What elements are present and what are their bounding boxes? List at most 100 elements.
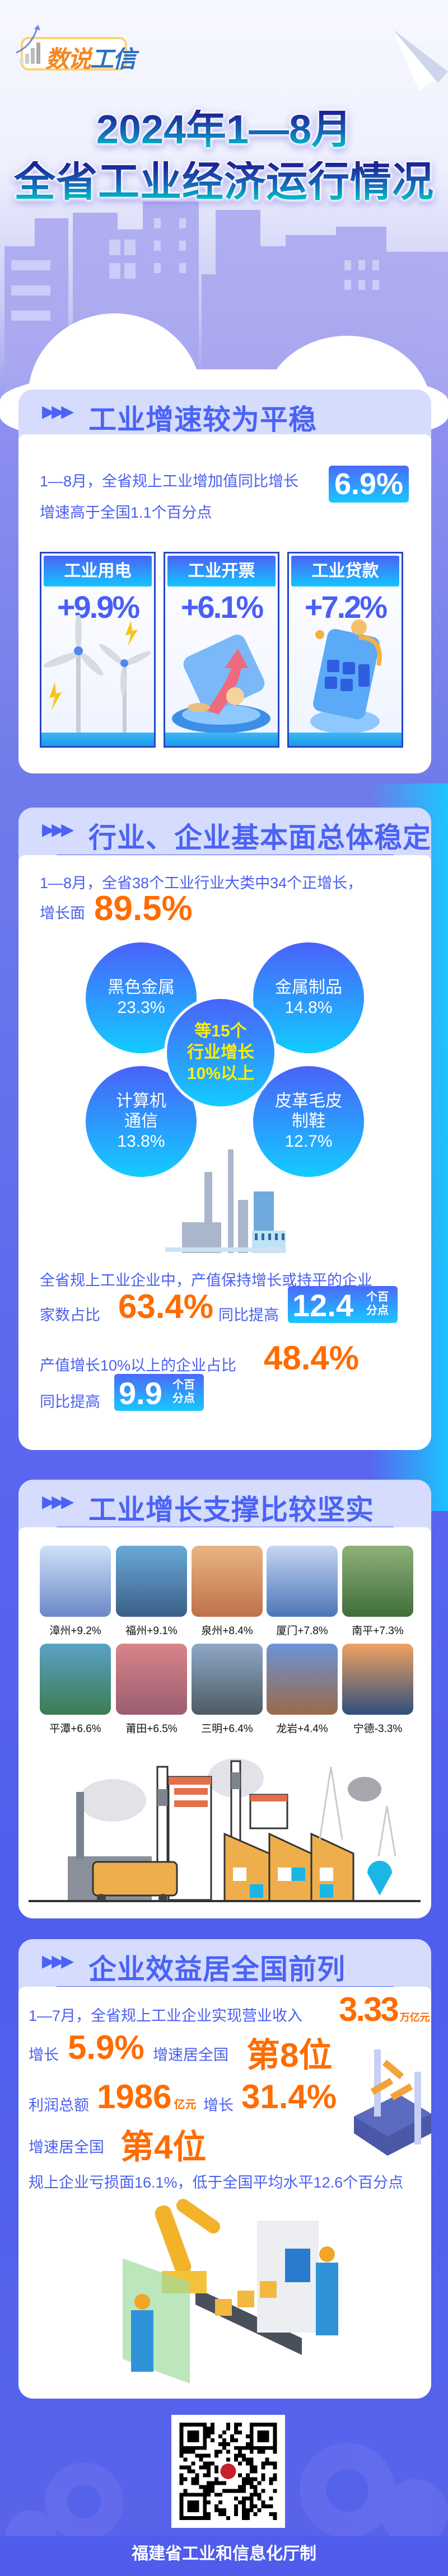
revenue-rank-value: 第8位 xyxy=(246,2037,333,2074)
city-tile: 宁德-3.3% xyxy=(342,1644,413,1735)
bubble-name: 制鞋 xyxy=(292,1112,325,1130)
metric-card-electricity: 工业用电 +9.9% xyxy=(40,552,156,748)
smart-factory-illustration xyxy=(123,2199,338,2383)
revenue-growth-label: 增长 xyxy=(29,2047,59,2063)
logo-part2: 工信 xyxy=(90,46,136,72)
city-photo xyxy=(116,1644,187,1715)
title-line2: 全省工业经济运行情况 xyxy=(0,161,448,203)
metric-footer-bar xyxy=(165,733,278,746)
city-label: 宁德-3.3% xyxy=(353,1723,403,1735)
pill-value: 9.9 xyxy=(119,1376,162,1411)
triple-arrow-icon: ▶▶▶ xyxy=(42,402,74,421)
metric-value: +6.1% xyxy=(180,589,264,625)
unit-top: 个百 xyxy=(172,1379,195,1391)
metric-card-invoicing: 工业开票 +6.1% xyxy=(164,552,279,748)
city-label: 平潭+6.6% xyxy=(49,1723,101,1735)
calculator-loan-icon xyxy=(310,620,382,734)
revenue-value: 3.33 xyxy=(339,1991,399,2028)
pill-value: 12.4 xyxy=(292,1288,353,1323)
revenue-rank-label: 增速居全国 xyxy=(153,2047,228,2063)
city-photo xyxy=(116,1546,187,1617)
city-photo xyxy=(267,1546,338,1617)
growth-comparison-text: 增速高于全国1.1个百分点 xyxy=(40,504,212,521)
city-label: 泉州+8.4% xyxy=(201,1625,253,1637)
profit-rank-label: 增速居全国 xyxy=(29,2139,104,2156)
footer-credit: 福建省工业和信息化厅制 xyxy=(0,2536,448,2576)
enterprise-share-label: 家数占比 xyxy=(40,1307,100,1324)
qr-code[interactable] xyxy=(171,2415,285,2528)
profit-growth-value: 31.4% xyxy=(241,2078,337,2115)
bubble-value: 12.7% xyxy=(284,1132,333,1151)
city-tile: 平潭+6.6% xyxy=(40,1644,111,1735)
pill-unit: 个百 分点 xyxy=(366,1291,389,1317)
bubble-leather-footwear: 皮革毛皮制鞋 12.7% xyxy=(253,1066,364,1177)
pill-unit: 个百 分点 xyxy=(172,1378,195,1405)
section-industry-fundamentals: ▶▶▶ 行业、企业基本面总体稳定 1—8月，全省38个工业行业大类中34个正增长，… xyxy=(18,808,431,1450)
triple-arrow-icon: ▶▶▶ xyxy=(42,1952,74,1970)
title-line1: 2024年1—8月 xyxy=(0,110,448,150)
section-enterprise-performance: ▶▶▶ 企业效益居全国前列 1—7月，全省规上工业企业实现营业收入 3.33 万亿… xyxy=(18,1939,431,2399)
bubble-value: 23.3% xyxy=(117,998,165,1017)
bubble-name: 黑色金属 xyxy=(108,978,175,997)
city-tile: 漳州+9.2% xyxy=(40,1546,111,1637)
profit-unit: 亿元 xyxy=(174,2099,197,2111)
robotic-conveyor-illustration xyxy=(354,2049,431,2156)
growth-text: 1—8月，全省规上工业增加值同比增长 xyxy=(40,473,299,490)
city-photo xyxy=(192,1546,263,1617)
bubble-name: 计算机 xyxy=(116,1092,166,1110)
city-label: 龙岩+4.4% xyxy=(276,1723,328,1735)
city-photo xyxy=(342,1644,413,1715)
loss-ratio-text: 规上企业亏损面16.1%，低于全国平均水平12.6个百分点 xyxy=(29,2174,404,2191)
bubble-metal-products: 金属制品 14.8% xyxy=(253,942,364,1053)
revenue-growth-value: 5.9% xyxy=(68,2029,144,2066)
growth-highlight: 6.9% xyxy=(329,466,409,503)
enterprise-share-value: 63.4% xyxy=(118,1288,214,1325)
qr-code-pattern xyxy=(179,2423,277,2520)
wind-turbine-icon xyxy=(43,615,151,733)
revenue-figure: 3.33 万亿元 xyxy=(339,1990,430,2029)
metric-card-loans: 工业贷款 +7.2% xyxy=(287,552,403,748)
yoy-increase-pill: 12.4 个百 分点 xyxy=(288,1286,398,1323)
city-tile: 三明+6.4% xyxy=(192,1644,263,1735)
invoice-growth-icon xyxy=(172,635,270,733)
paper-plane-icon xyxy=(393,29,448,91)
city-photo xyxy=(267,1644,338,1715)
growth-coverage-label: 增长面 xyxy=(40,905,85,922)
city-tile: 南平+7.3% xyxy=(342,1546,413,1637)
section-heading: 工业增长支撑比较坚实 xyxy=(88,1494,374,1526)
section-heading: 工业增速较为平稳 xyxy=(88,404,317,435)
city-label: 三明+6.4% xyxy=(201,1723,253,1735)
city-photo xyxy=(342,1546,413,1617)
bar-chart-arrow-icon xyxy=(16,25,40,64)
city-label: 南平+7.3% xyxy=(352,1625,404,1637)
section-industrial-growth: ▶▶▶ 工业增速较为平稳 1—8月，全省规上工业增加值同比增长 6.9% 增速高于… xyxy=(18,390,431,773)
city-tile: 福州+9.1% xyxy=(116,1546,187,1637)
yoy-increase-pill: 9.9 个百 分点 xyxy=(114,1374,204,1411)
industrial-park-illustration xyxy=(29,1758,421,1902)
revenue-text: 1—7月，全省规上工业企业实现营业收入 xyxy=(29,2007,303,2024)
bubble-value: 13.8% xyxy=(117,1132,165,1151)
yoy-increase-label: 同比提高 xyxy=(40,1393,100,1410)
growth-coverage-value: 89.5% xyxy=(94,889,193,928)
bubble-value: 14.8% xyxy=(284,998,333,1017)
high-growth-share-label: 产值增长10%以上的企业占比 xyxy=(40,1357,237,1374)
unit-top: 个百 xyxy=(366,1291,389,1303)
bubble-name: 皮革毛皮 xyxy=(275,1092,342,1110)
metric-label: 工业贷款 xyxy=(291,556,399,586)
profit-rank-value: 第4位 xyxy=(120,2128,207,2166)
profit-value: 1986 xyxy=(97,2078,172,2115)
triple-arrow-icon: ▶▶▶ xyxy=(42,1493,74,1511)
bubble-name: 通信 xyxy=(124,1112,158,1130)
bubble-computer-communication: 计算机通信 13.8% xyxy=(86,1066,197,1177)
yoy-increase-label: 同比提高 xyxy=(218,1307,279,1324)
city-label: 厦门+7.8% xyxy=(276,1625,328,1637)
profit-figure: 1986 亿元 xyxy=(97,2077,196,2116)
section-regional-growth: ▶▶▶ 工业增长支撑比较坚实 漳州+9.2% 福州+9.1% 泉州+8.4% 厦门+7.… xyxy=(18,1480,431,1918)
triple-arrow-icon: ▶▶▶ xyxy=(42,820,74,839)
profit-growth-label: 增长 xyxy=(203,2097,234,2114)
bubble-name: 金属制品 xyxy=(275,978,342,997)
revenue-unit: 万亿元 xyxy=(399,2012,430,2023)
section-heading: 企业效益居全国前列 xyxy=(88,1954,346,1985)
gear-background-decoration xyxy=(6,2443,448,2538)
center-line: 10%以上 xyxy=(186,1064,255,1083)
